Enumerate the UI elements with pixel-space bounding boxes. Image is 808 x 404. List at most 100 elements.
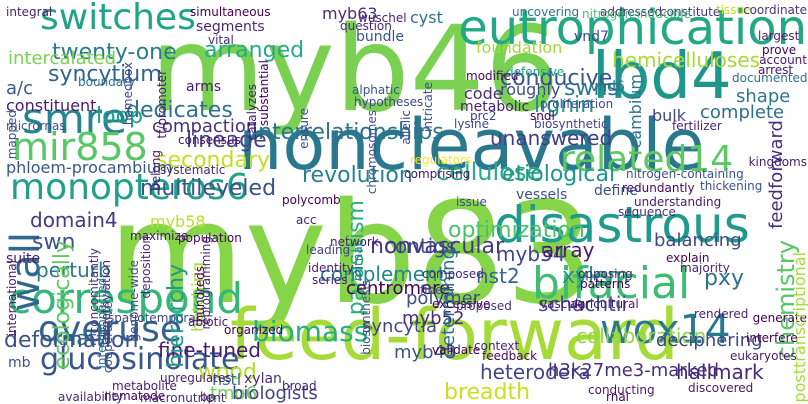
word-bp: bp (200, 390, 216, 404)
word-series: series (312, 273, 348, 287)
word-international: international (5, 260, 19, 337)
word-identity: identity (308, 261, 354, 275)
word-lineage: lineage (186, 128, 267, 153)
word-rendered: rendered (694, 307, 749, 321)
word-abiotic: abiotic (188, 315, 229, 329)
word-nematode: nematode (104, 389, 166, 403)
word-documented: documented (732, 71, 808, 85)
word-nitrogen-inducible: nitrogen-inducible (582, 7, 692, 21)
word-glucosinolate: glucosinolate (40, 342, 240, 377)
word-metabolite: metabolite (112, 379, 177, 393)
word-integral: integral (6, 5, 53, 19)
word-mir858: mir858 (12, 125, 148, 169)
word-biomass: biomass (252, 315, 369, 348)
word-biologists: biologists (232, 383, 318, 404)
word-cambium: cambium (626, 74, 645, 149)
word-intercalated: intercalated (8, 48, 117, 69)
word-biosynthetic: biosynthetic (534, 117, 608, 131)
word-defensive: defensive (506, 65, 565, 79)
word-myb54: myb54 (496, 242, 566, 266)
word-kingdoms: kingdoms (748, 155, 807, 169)
word-acc: acc (296, 213, 317, 227)
word-shape: shape (736, 86, 791, 107)
word-population: population (178, 231, 242, 245)
word-intricate: intricate (421, 82, 435, 132)
word-vnd7: vnd7 (574, 29, 609, 45)
word-complete: complete (700, 102, 785, 123)
word-excessive: excessive (432, 297, 491, 311)
word-micrornas: micrornas (6, 119, 66, 133)
word-noncleavable: noncleavable (238, 104, 705, 186)
word-rnai: rnai (606, 390, 630, 404)
word-foundation: foundation (476, 38, 563, 57)
word-loop: loop (96, 104, 143, 129)
word-vessels: vessels (516, 187, 568, 203)
word-prove: prove (762, 43, 797, 57)
word-heterodera: heterodera (480, 360, 591, 384)
word-comprising: comprising (404, 167, 471, 181)
word-monopteros6: monopteros6 (10, 167, 249, 208)
word-mb: mb (8, 355, 31, 371)
word-patterns: patterns (580, 277, 631, 291)
word-arms: arms (186, 79, 222, 95)
word-discovered: discovered (688, 381, 754, 395)
word-xylan: xylan (244, 371, 282, 387)
word-explain: explain (666, 251, 710, 265)
word-hypotheses: hypotheses (354, 95, 424, 109)
word-fibers: fibers (420, 283, 454, 297)
word-deciphering: deciphering (656, 330, 763, 351)
word-myb43: myb43 (394, 342, 457, 363)
word-redundantly: redundantly (622, 181, 695, 195)
word-collaboration: collaboration (576, 324, 707, 348)
word-myb83: myb83 (108, 173, 595, 336)
word-hemicelluloses: hemicelluloses (612, 48, 761, 72)
word-eutrophication: eutrophication (458, 0, 807, 56)
word-multileveled: multileveled (140, 176, 277, 201)
word-conducive: conducive (500, 66, 613, 91)
word-array: array (542, 238, 595, 262)
word-nonvascular: nonvascular (370, 234, 504, 259)
word-account: account (759, 53, 807, 67)
word-network: network (330, 235, 379, 249)
word-fine-tuned: fine-tuned (158, 338, 261, 362)
word-interrelationships: interrelationships (252, 120, 444, 145)
word-pxy: pxy (704, 266, 745, 291)
word-dedicates: dedicates (126, 98, 233, 123)
word-addressed: addressed (600, 5, 663, 19)
word-proposed: proposed (456, 299, 512, 313)
word-cellulose: cellulose (436, 158, 542, 186)
word-biosynthesis: biosynthesis (359, 280, 373, 355)
word-nstl: nstl (212, 370, 242, 389)
word-composed: composed (422, 267, 484, 281)
word-unanswered: unanswered (490, 126, 613, 150)
word-suite: suite (6, 251, 41, 267)
word-agricultural: agricultural (570, 297, 639, 311)
word-availability: availability (58, 390, 124, 404)
word-generate: generate (752, 311, 807, 325)
word-overuse: overuse (38, 309, 182, 350)
word-largest: largest (758, 29, 800, 43)
word-proliferation: proliferation (540, 97, 614, 111)
word-bulk: bulk (652, 106, 687, 125)
word-fertilizer: fertilizer (672, 119, 722, 133)
word-smre: smre (22, 94, 127, 143)
word-xylem: xylem (562, 264, 630, 289)
word-a-c: a/c (6, 78, 33, 99)
word-ensure: ensure (297, 108, 311, 149)
word-related14: related14 (560, 139, 734, 180)
word-organized: organized (224, 323, 284, 337)
word-conducting: conducting (588, 383, 655, 397)
word-h3k27me3-marked: h3k27me3-marked (548, 360, 719, 381)
word-simultaneous: simultaneous (190, 5, 271, 19)
word-understanding: understanding (634, 195, 722, 209)
word-ecologically: ecologically (50, 240, 75, 370)
word-regulators: regulators (410, 153, 472, 167)
word-hallmark: hallmark (676, 360, 764, 384)
word-posttranscriptional: posttranscriptional (790, 252, 808, 403)
word-schachtii: schachtii (538, 292, 627, 316)
word-contigs: contigs (384, 234, 457, 258)
word-allelic: allelic (399, 110, 413, 145)
word-belong: belong (149, 150, 163, 191)
word-boundary: boundary (78, 75, 136, 89)
word-sequence: sequence (618, 205, 676, 219)
